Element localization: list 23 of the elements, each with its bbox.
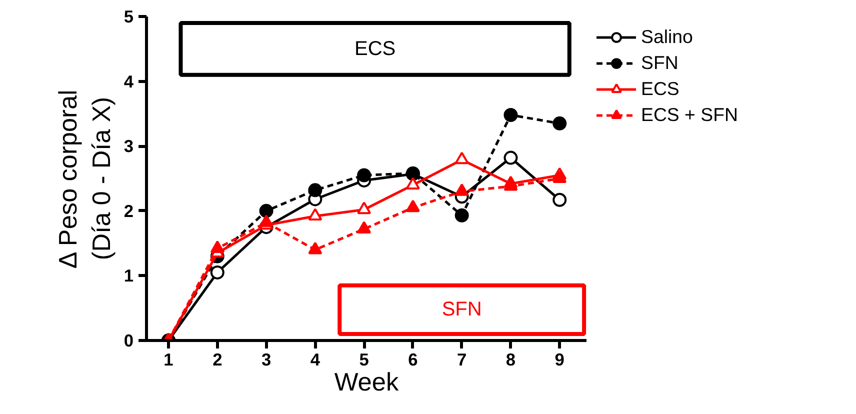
- y-axis-title: Δ Peso corporal (Día 0 - Día X): [54, 90, 116, 269]
- legend-label: Salino: [641, 26, 693, 48]
- x-tick-label: 2: [212, 350, 222, 370]
- x-axis-title: Week: [334, 368, 399, 396]
- x-tick-label: 4: [310, 350, 320, 370]
- y-tick-label: 3: [124, 136, 134, 156]
- annotation: SFN: [442, 298, 482, 321]
- y-tick-label: 4: [124, 71, 134, 92]
- y-tick-label: 1: [124, 266, 134, 286]
- x-tick-label: 7: [457, 350, 467, 370]
- x-tick-label: 5: [359, 350, 370, 370]
- x-tick-label: 3: [261, 350, 272, 370]
- legend-label: ECS: [641, 78, 680, 100]
- x-tick-label: 9: [554, 350, 564, 370]
- y-tick-label: 2: [124, 200, 134, 221]
- y-tick-label: 5: [124, 6, 134, 26]
- x-tick-label: 1: [164, 350, 174, 370]
- legend-label: ECS + SFN: [641, 104, 738, 126]
- y-tick-label: 0: [124, 330, 134, 350]
- annotation: ECS: [354, 38, 396, 60]
- x-tick-label: 6: [408, 350, 418, 370]
- legend-label: SFN: [641, 52, 678, 74]
- x-tick-label: 8: [506, 350, 516, 370]
